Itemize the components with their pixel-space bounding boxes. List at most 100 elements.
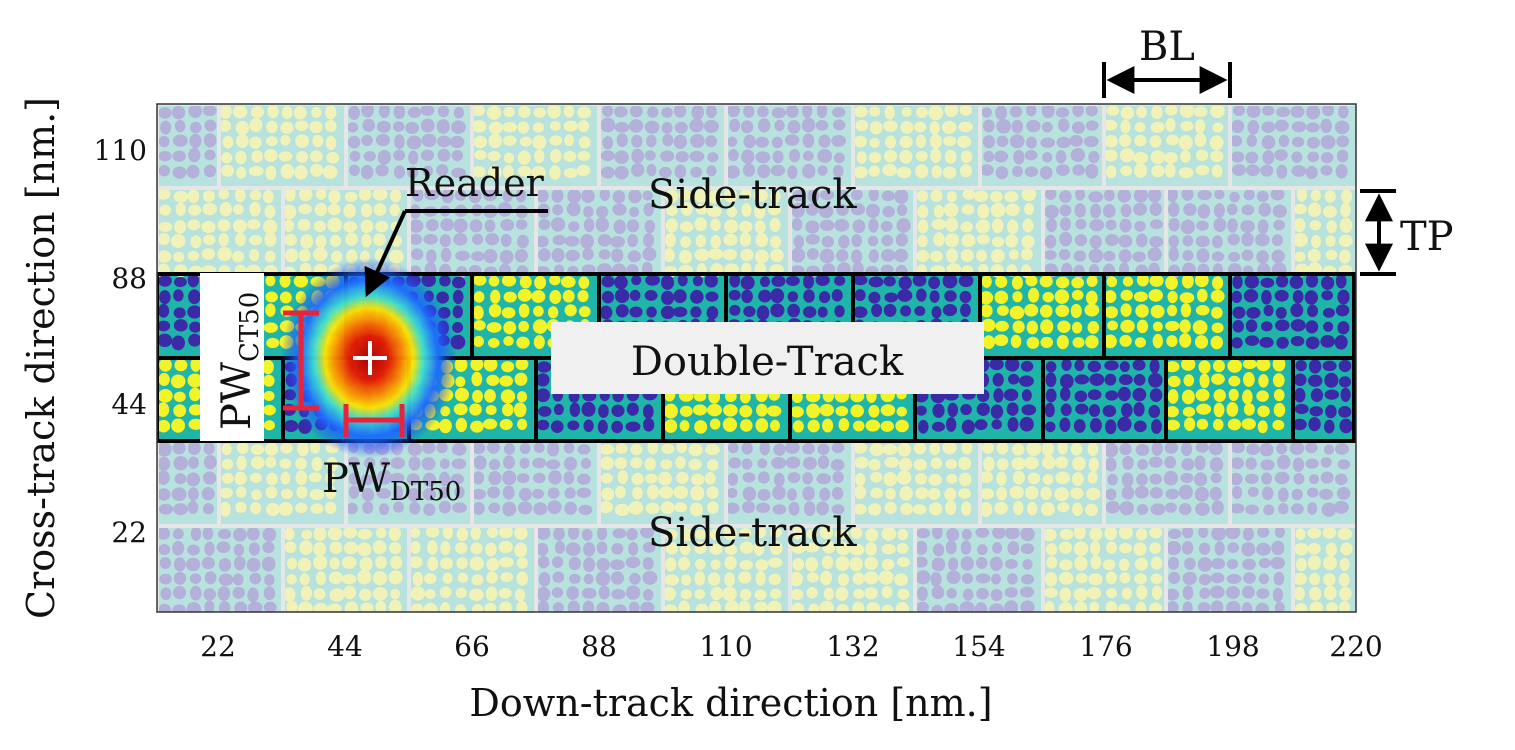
grain <box>347 122 359 133</box>
grain <box>1104 360 1119 371</box>
grain <box>772 150 784 164</box>
grain <box>707 501 719 514</box>
grain <box>500 233 512 247</box>
grain <box>1294 603 1308 612</box>
grain <box>1133 152 1149 164</box>
grain <box>1181 389 1195 405</box>
grain <box>1041 441 1054 457</box>
grain <box>503 443 515 455</box>
grain <box>770 303 785 318</box>
grain <box>455 542 468 554</box>
grain <box>190 526 202 541</box>
grain <box>549 120 561 131</box>
grain <box>406 135 422 150</box>
grain <box>173 289 184 302</box>
grain <box>1003 388 1019 402</box>
grain <box>900 305 912 317</box>
grain <box>1180 150 1191 163</box>
grain <box>945 500 957 515</box>
grain <box>329 588 345 602</box>
grain <box>1275 319 1290 332</box>
grain <box>1071 289 1084 301</box>
grain <box>158 503 174 515</box>
grain <box>498 587 512 599</box>
grain <box>942 304 958 317</box>
grain <box>837 573 850 587</box>
grain <box>802 472 814 485</box>
y-axis-title: Cross-track direction [nm.] <box>19 97 63 619</box>
grain <box>1085 105 1098 117</box>
grain <box>792 526 803 540</box>
grain <box>327 603 342 612</box>
grain <box>1307 487 1319 498</box>
grain <box>725 502 740 514</box>
grain <box>187 441 201 455</box>
grain <box>914 121 927 133</box>
grain <box>1042 455 1056 470</box>
grain <box>503 336 514 347</box>
grain <box>1105 219 1117 231</box>
grain <box>739 559 753 570</box>
grain <box>472 305 484 320</box>
grain <box>376 120 391 133</box>
grain <box>1325 235 1336 247</box>
grain <box>896 542 909 554</box>
x-tick-label: 66 <box>454 630 490 663</box>
grain <box>1045 543 1058 556</box>
grain <box>1150 304 1165 319</box>
grain <box>1147 247 1162 262</box>
grain <box>283 420 299 433</box>
grain <box>881 585 893 599</box>
grain <box>1335 304 1350 317</box>
grain <box>1059 417 1071 432</box>
grain <box>424 188 440 201</box>
grain <box>805 220 820 234</box>
grain <box>1028 287 1040 303</box>
grain <box>679 543 691 556</box>
grain <box>373 233 386 247</box>
grain <box>1044 571 1058 587</box>
grain <box>266 120 278 134</box>
grain <box>1256 357 1271 372</box>
grain <box>441 188 454 204</box>
grain <box>1011 119 1024 134</box>
grain <box>884 292 898 303</box>
grain <box>1305 165 1318 180</box>
grain <box>917 219 929 234</box>
grain <box>157 250 172 263</box>
grain <box>1119 218 1132 233</box>
grain <box>1278 134 1290 148</box>
grain <box>519 442 531 455</box>
x-axis-title: Down-track direction [nm.] <box>469 681 992 725</box>
grain <box>1272 419 1285 431</box>
grain <box>1007 219 1019 235</box>
grain <box>661 443 675 454</box>
grain <box>189 321 202 333</box>
grain <box>483 249 498 264</box>
grain <box>472 604 484 612</box>
grain <box>486 557 500 572</box>
grain <box>1247 486 1259 498</box>
grain <box>1026 119 1041 133</box>
grain <box>803 501 816 517</box>
grain <box>807 188 820 203</box>
grain <box>1261 289 1272 305</box>
grain <box>1258 557 1271 569</box>
grain <box>629 206 640 218</box>
grain <box>440 247 452 263</box>
grain <box>1136 503 1149 515</box>
grain <box>626 402 639 416</box>
grain <box>1004 191 1019 203</box>
grain <box>157 333 173 348</box>
grain <box>672 306 688 318</box>
grain <box>913 442 927 455</box>
grain <box>767 557 783 568</box>
grain <box>817 306 828 318</box>
bl-dimension-arrow <box>1102 62 1232 98</box>
grain <box>996 135 1009 147</box>
grain <box>871 303 883 317</box>
grain <box>235 232 246 247</box>
grain <box>1104 134 1118 148</box>
grain <box>533 107 547 118</box>
grain <box>1321 276 1335 290</box>
